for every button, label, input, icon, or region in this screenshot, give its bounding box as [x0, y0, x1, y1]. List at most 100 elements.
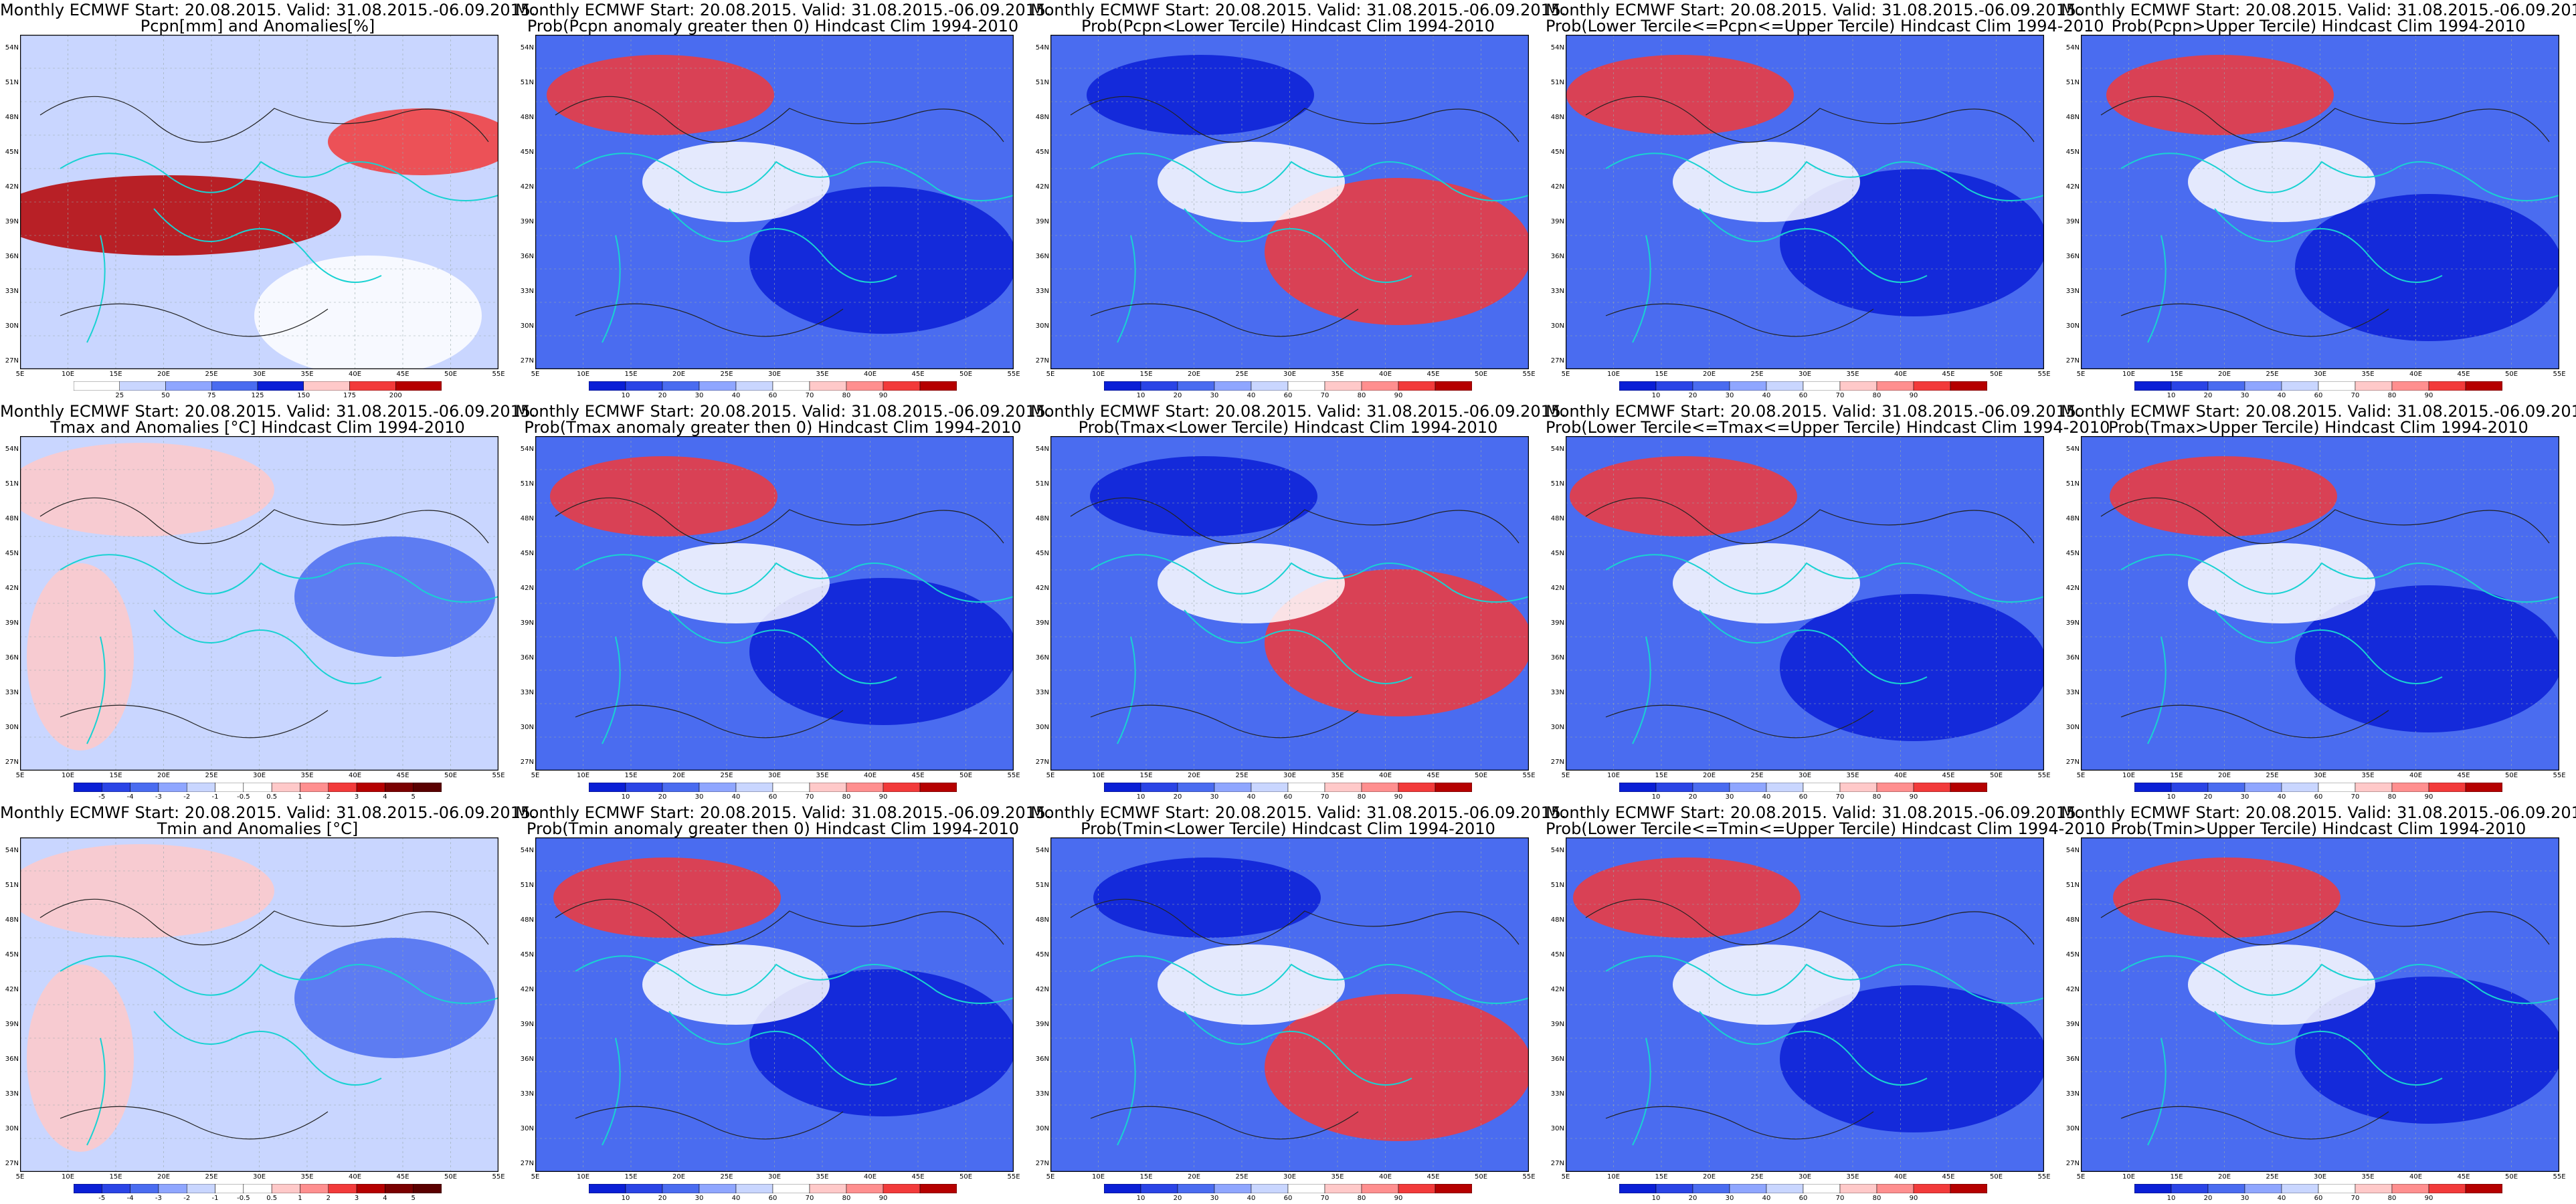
latitude-label: 54N: [2065, 847, 2080, 854]
probability-area: [1087, 55, 1314, 135]
latitude-label: 30N: [1550, 724, 1564, 731]
longitude-label: 5E: [2076, 772, 2086, 779]
colorbar-swatch: [2281, 381, 2319, 391]
map-panel: Monthly ECMWF Start: 20.08.2015. Valid: …: [2061, 401, 2576, 803]
latitude-label: 48N: [520, 916, 534, 924]
colorbar-swatch: [1876, 381, 1914, 391]
colorbar-swatch: [1287, 381, 1325, 391]
colorbar-tick-label: 30: [1210, 392, 1219, 399]
latitude-label: 30N: [1035, 322, 1049, 330]
colorbar-swatch: [625, 783, 663, 792]
colorbar-tick-label: 60: [768, 392, 777, 399]
colorbar-swatch: [74, 381, 120, 391]
longitude-label: 35E: [1331, 772, 1344, 779]
map-plot: [2081, 35, 2559, 369]
longitude-label: 55E: [2553, 371, 2566, 378]
latitude-label: 36N: [5, 1056, 19, 1063]
colorbar-swatch: [1839, 783, 1877, 792]
map-panel: Monthly ECMWF Start: 20.08.2015. Valid: …: [0, 803, 536, 1204]
longitude-label: 50E: [444, 1173, 458, 1181]
colorbar-swatch: [2355, 783, 2393, 792]
colorbar: [589, 381, 957, 391]
longitude-label: 50E: [959, 1173, 973, 1181]
probability-area: [1780, 169, 2044, 316]
map-panel: Monthly ECMWF Start: 20.08.2015. Valid: …: [0, 401, 536, 803]
latitude-label: 45N: [5, 148, 19, 156]
colorbar-swatch: [1950, 381, 1987, 391]
colorbar-tick-label: 80: [2387, 793, 2397, 801]
probability-area: [1570, 456, 1797, 536]
longitude-label: 20E: [1702, 772, 1716, 779]
latitude-label: 51N: [520, 79, 534, 86]
colorbar-tick-label: 10: [1651, 793, 1661, 801]
latitude-label: 39N: [2065, 218, 2080, 225]
latitude-label: 54N: [5, 847, 19, 854]
latitude-label: 39N: [5, 619, 19, 627]
colorbar-swatch: [1361, 1184, 1399, 1193]
colorbar-swatch: [1619, 381, 1657, 391]
longitude-label: 5E: [1561, 772, 1570, 779]
latitude-label: 51N: [1550, 480, 1564, 488]
map-frame: [1566, 436, 2044, 771]
longitude-label: 50E: [959, 772, 973, 779]
latitude-label: 54N: [1550, 44, 1564, 52]
latitude-label: 30N: [1035, 1125, 1049, 1132]
longitude-label: 5E: [1046, 371, 1055, 378]
colorbar-swatch: [395, 381, 442, 391]
longitude-label: 5E: [531, 772, 540, 779]
probability-area: [642, 142, 830, 222]
longitude-label: 35E: [1331, 1173, 1344, 1181]
colorbar-tick-label: 10: [621, 793, 630, 801]
colorbar-tick-label: 90: [1394, 1195, 1403, 1202]
longitude-label: 10E: [576, 772, 590, 779]
colorbar-swatch: [919, 783, 957, 792]
latitude-label: 30N: [1550, 322, 1564, 330]
longitude-label: 30E: [2313, 772, 2327, 779]
longitude-label: 10E: [61, 772, 75, 779]
longitude-label: 10E: [61, 371, 75, 378]
longitude-label: 20E: [2217, 371, 2231, 378]
colorbar-swatch: [883, 1184, 921, 1193]
colorbar-swatch: [2244, 381, 2282, 391]
longitude-label: 20E: [157, 772, 171, 779]
latitude-label: 45N: [1550, 550, 1564, 557]
latitude-label: 30N: [520, 724, 534, 731]
colorbar-tick-label: 20: [658, 1195, 667, 1202]
colorbar-tick-label: 10: [1651, 392, 1661, 399]
latitude-label: 51N: [520, 882, 534, 889]
latitude-label: 39N: [2065, 619, 2080, 627]
map-plot: [535, 837, 1014, 1172]
panel-title-line-1: Monthly ECMWF Start: 20.08.2015. Valid: …: [0, 803, 536, 822]
colorbar-swatch: [2134, 783, 2172, 792]
probability-area: [1673, 543, 1860, 623]
latitude-label: 30N: [5, 322, 19, 330]
longitude-label: 50E: [1474, 772, 1488, 779]
coastline: [60, 554, 498, 744]
probability-area: [2106, 55, 2334, 135]
latitude-label: 36N: [1035, 1056, 1049, 1063]
map-plot: [20, 35, 498, 369]
colorbar-tick-label: 40: [1762, 392, 1771, 399]
colorbar-swatch: [589, 1184, 626, 1193]
latitude-label: 36N: [5, 253, 19, 260]
map-plot: [2081, 436, 2559, 771]
latitude-label: 39N: [2065, 1021, 2080, 1028]
latitude-label: 48N: [1035, 114, 1049, 121]
longitude-label: 45E: [396, 1173, 409, 1181]
latitude-label: 51N: [2065, 480, 2080, 488]
panel-title-line-1: Monthly ECMWF Start: 20.08.2015. Valid: …: [2061, 803, 2576, 822]
colorbar-swatch: [102, 1184, 130, 1193]
latitude-label: 27N: [1550, 357, 1564, 365]
colorbar-tick-label: 60: [1799, 793, 1808, 801]
colorbar-swatch: [2281, 1184, 2319, 1193]
latitude-label: 42N: [1035, 986, 1049, 993]
contour-line: [555, 96, 1004, 337]
colorbar-swatch: [1435, 381, 1472, 391]
colorbar-swatch: [1214, 1184, 1252, 1193]
longitude-label: 25E: [1235, 371, 1249, 378]
colorbar: [2134, 381, 2502, 391]
latitude-label: 36N: [2065, 654, 2080, 662]
latitude-label: 42N: [520, 183, 534, 191]
longitude-label: 5E: [531, 1173, 540, 1181]
latitude-label: 27N: [2065, 1160, 2080, 1167]
